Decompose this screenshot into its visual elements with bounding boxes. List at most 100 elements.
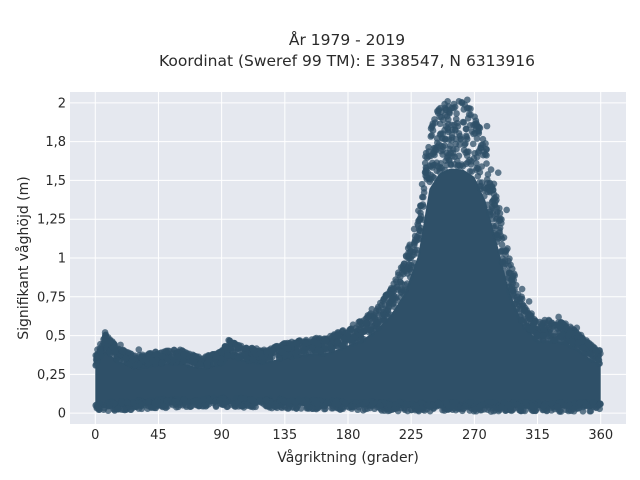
data-point [200,396,207,403]
data-point [415,207,422,215]
data-point [309,343,316,351]
data-point [225,336,232,344]
data-point [444,98,451,105]
data-point [522,399,529,406]
data-point [496,226,503,234]
data-point [483,152,490,159]
data-point [160,403,167,410]
data-point [237,402,245,410]
data-point [216,397,223,404]
data-point [303,399,311,407]
data-point [595,356,602,363]
data-point [569,405,577,413]
data-point [467,398,474,406]
data-point [590,403,597,411]
data-point [474,127,482,135]
data-point [420,185,428,192]
data-point [395,269,402,277]
data-point [452,406,460,414]
data-point [441,166,449,174]
data-point [356,318,363,325]
data-point [111,347,119,355]
data-point [135,346,143,353]
data-point [500,399,508,406]
data-point [469,140,477,148]
data-point [354,406,361,414]
data-point [581,400,589,408]
x-tick-label: 135 [272,428,297,443]
data-point [295,396,302,404]
data-point [393,278,400,285]
data-point [467,105,474,113]
x-tick-label: 180 [336,428,361,443]
data-point [237,394,245,402]
data-point [554,319,562,327]
data-point [107,337,114,345]
data-point [437,401,444,409]
data-point [483,160,490,167]
data-point [218,348,225,356]
data-point [412,402,420,410]
data-point [416,227,424,235]
data-point [484,171,492,178]
data-point [154,397,161,405]
data-point [579,408,587,415]
data-point [508,265,516,273]
data-point [439,151,447,158]
y-axis-ticks: 0 0,25 0,5 0,75 1 1,25 1,5 1,8 2 [37,96,66,421]
data-point [483,176,491,183]
data-point [384,407,392,415]
data-point [285,345,292,352]
data-point [503,268,511,275]
data-point [131,361,139,369]
data-point [278,348,285,356]
data-point [310,338,318,346]
data-point [358,328,366,336]
data-point [251,399,259,406]
data-point [439,146,446,154]
data-point [193,401,200,408]
data-point [436,168,443,176]
x-axis-label: Vågriktning (grader) [277,449,419,466]
data-point [302,340,310,347]
data-point [429,159,436,167]
data-point [266,348,274,356]
data-point [275,354,283,362]
data-point [401,281,409,289]
data-point [117,341,124,349]
data-point [587,355,595,363]
data-point [423,175,431,183]
data-point [427,133,435,140]
data-point [548,407,555,414]
data-point [158,359,166,367]
data-point [422,149,430,157]
data-points [92,96,604,415]
data-point [138,401,145,409]
data-point [320,335,328,342]
data-point [373,319,381,327]
data-point [390,405,398,413]
data-point [505,401,513,409]
data-point [97,348,104,355]
data-point [487,399,494,406]
data-point [456,141,463,148]
data-point [576,399,584,406]
data-point [565,331,572,339]
data-point [540,402,547,410]
data-point [232,341,239,349]
data-point [586,341,593,349]
data-point [114,405,122,412]
data-point [384,306,392,313]
data-point [494,169,502,176]
data-point [509,291,517,298]
data-point [120,406,128,413]
data-point [274,342,281,350]
data-point [481,192,488,200]
data-point [437,108,445,116]
data-point [123,398,131,406]
data-point [498,404,506,411]
data-point [573,324,581,332]
data-point [472,122,480,130]
data-point [545,316,553,324]
